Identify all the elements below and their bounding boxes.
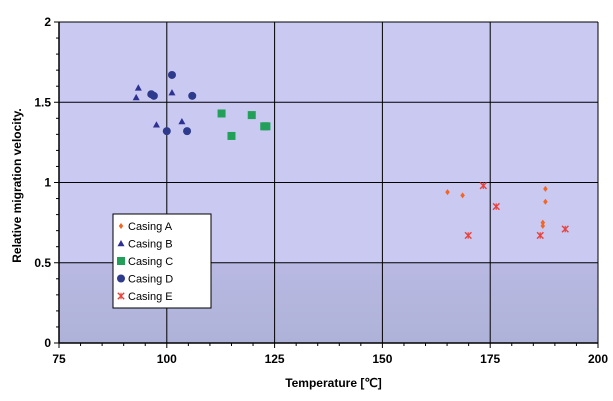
data-point-triangle xyxy=(152,121,160,128)
legend-label: Casing E xyxy=(128,291,173,303)
legend-label: Casing D xyxy=(128,274,173,286)
data-point-diamond xyxy=(543,198,548,205)
legend-label: Casing A xyxy=(128,221,173,233)
data-point-triangle xyxy=(132,93,140,101)
data-point-square xyxy=(247,111,256,120)
y-axis-title: Relative migration velocity. xyxy=(10,108,24,263)
legend-item: Casing B xyxy=(117,239,173,251)
legend-item: Casing C xyxy=(117,256,173,268)
legend-marker xyxy=(117,240,125,247)
axes: 75 100 125 150 175 200 0 0.5 1 1.5 2 xyxy=(34,15,608,366)
data-point-triangle xyxy=(178,118,186,125)
y-tick-label: 0.5 xyxy=(34,256,51,270)
legend-label: Casing B xyxy=(128,239,173,251)
data-point-square xyxy=(262,122,271,131)
legend-marker xyxy=(117,292,125,300)
data-point-diamond xyxy=(460,192,465,199)
legend-marker xyxy=(117,257,125,265)
data-point-x-star xyxy=(492,202,500,211)
series-casing-d xyxy=(147,70,197,136)
x-tick-label: 150 xyxy=(372,352,392,366)
y-tick-label: 1 xyxy=(44,176,51,190)
data-point-circle xyxy=(183,127,192,136)
x-tick-label: 200 xyxy=(588,352,608,366)
series-casing-a xyxy=(445,185,548,229)
legend-label: Casing C xyxy=(128,256,173,268)
legend-item: Casing E xyxy=(117,291,173,303)
data-point-x-star xyxy=(479,182,487,190)
data-point-triangle xyxy=(168,89,176,96)
y-tick-label: 1.5 xyxy=(34,95,51,109)
x-axis-title: Temperature [℃] xyxy=(285,376,382,390)
data-point-diamond xyxy=(543,185,548,192)
y-tick-label: 0 xyxy=(44,336,51,350)
data-point-circle xyxy=(149,91,158,100)
x-tick-label: 75 xyxy=(52,352,66,366)
data-point-diamond xyxy=(540,222,546,229)
legend-marker xyxy=(118,223,124,229)
x-tick-label: 100 xyxy=(157,352,177,366)
series-casing-e xyxy=(464,182,569,240)
legend-marker xyxy=(117,274,125,283)
legend: Casing A Casing B Casing C Casing D Casing E xyxy=(112,213,212,309)
data-point-square xyxy=(227,131,236,140)
data-point-x-star xyxy=(464,231,472,240)
y-tick-label: 2 xyxy=(44,15,51,29)
data-point-square xyxy=(217,109,226,118)
data-point-circle xyxy=(188,91,197,100)
series-casing-b xyxy=(132,84,186,128)
x-tick-label: 175 xyxy=(480,352,500,366)
data-point-triangle xyxy=(134,84,142,91)
legend-item: Casing D xyxy=(117,274,173,286)
data-point-diamond xyxy=(445,189,450,196)
data-point-circle xyxy=(167,70,176,79)
x-tick-label: 125 xyxy=(265,352,285,366)
data-point-circle xyxy=(162,127,171,136)
data-points xyxy=(132,70,569,240)
data-point-diamond xyxy=(540,219,546,226)
legend-item: Casing A xyxy=(118,221,173,233)
legend-box xyxy=(112,213,212,309)
data-point-x-star xyxy=(561,225,569,233)
data-point-x-star xyxy=(536,231,544,240)
series-casing-c xyxy=(217,109,271,140)
